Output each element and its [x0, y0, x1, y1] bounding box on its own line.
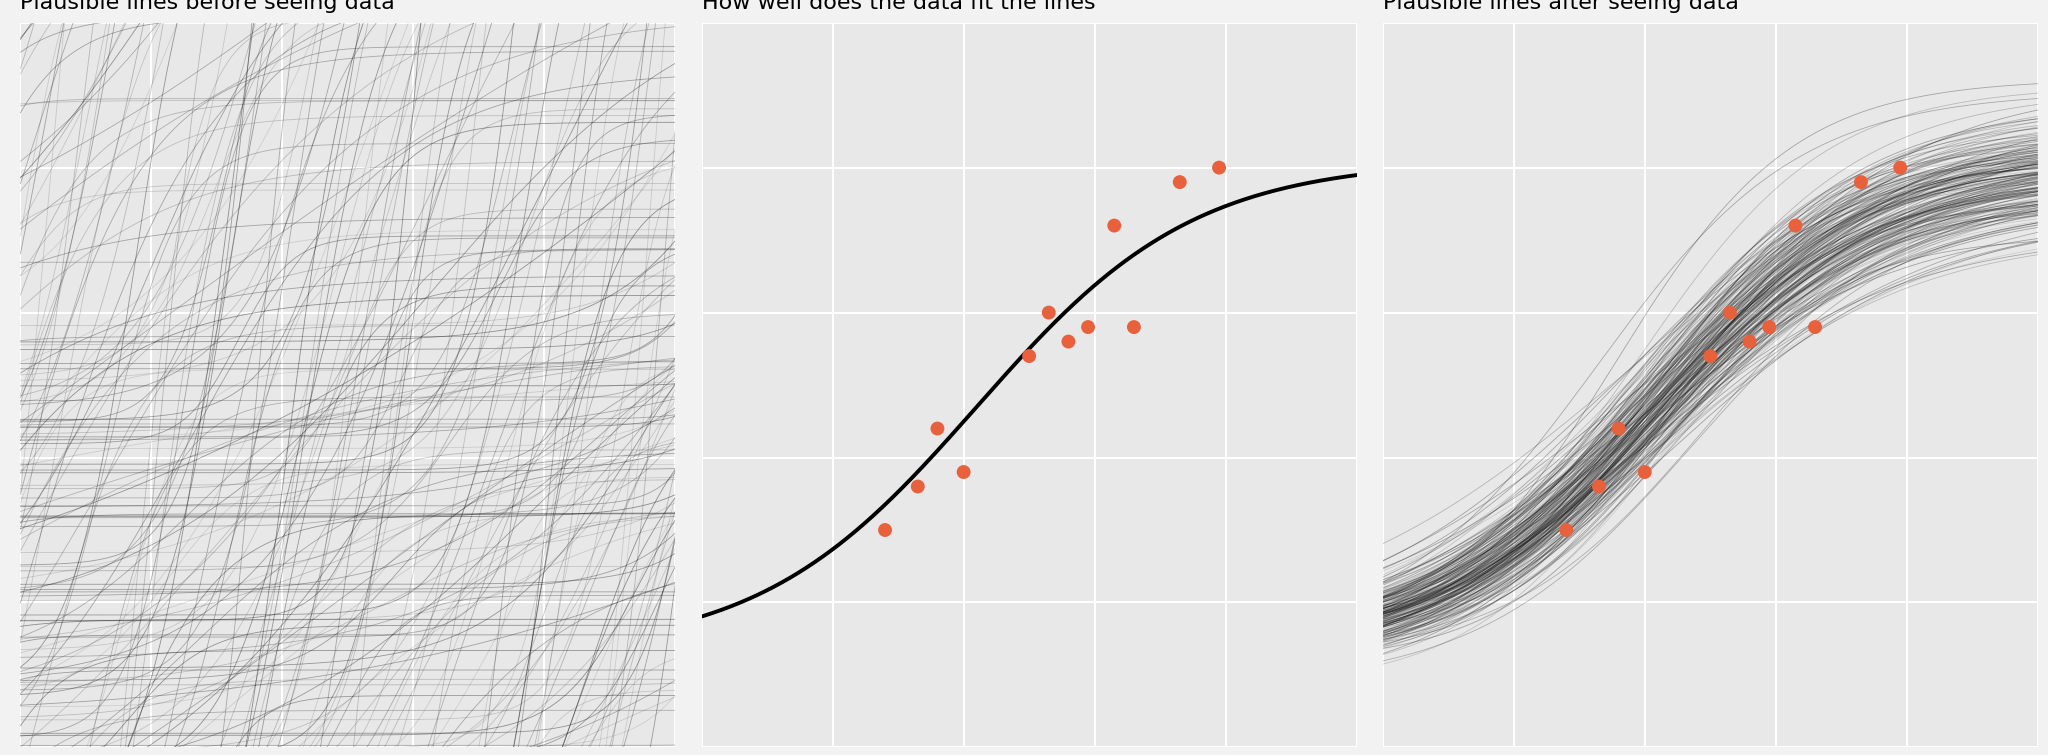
Point: [1714, 307, 1747, 319]
Point: [1780, 220, 1812, 232]
Point: [1845, 176, 1878, 188]
Text: How well does the data fit the lines: How well does the data fit the lines: [702, 0, 1096, 13]
Point: [1884, 162, 1917, 174]
Text: Plausible lines before seeing data: Plausible lines before seeing data: [20, 0, 395, 13]
Point: [1163, 176, 1196, 188]
Point: [1583, 480, 1616, 492]
Point: [868, 524, 901, 536]
Point: [948, 466, 981, 478]
Point: [1694, 350, 1726, 362]
Text: Plausible lines after seeing data: Plausible lines after seeing data: [1382, 0, 1739, 13]
Point: [1032, 307, 1065, 319]
Point: [1053, 335, 1085, 347]
Point: [1733, 335, 1765, 347]
Point: [1118, 321, 1151, 333]
Point: [1753, 321, 1786, 333]
Point: [1628, 466, 1661, 478]
Point: [1602, 423, 1634, 435]
Point: [1071, 321, 1104, 333]
Point: [1098, 220, 1130, 232]
Point: [922, 423, 954, 435]
Point: [1550, 524, 1583, 536]
Point: [901, 480, 934, 492]
Point: [1014, 350, 1047, 362]
Point: [1202, 162, 1235, 174]
Point: [1798, 321, 1831, 333]
